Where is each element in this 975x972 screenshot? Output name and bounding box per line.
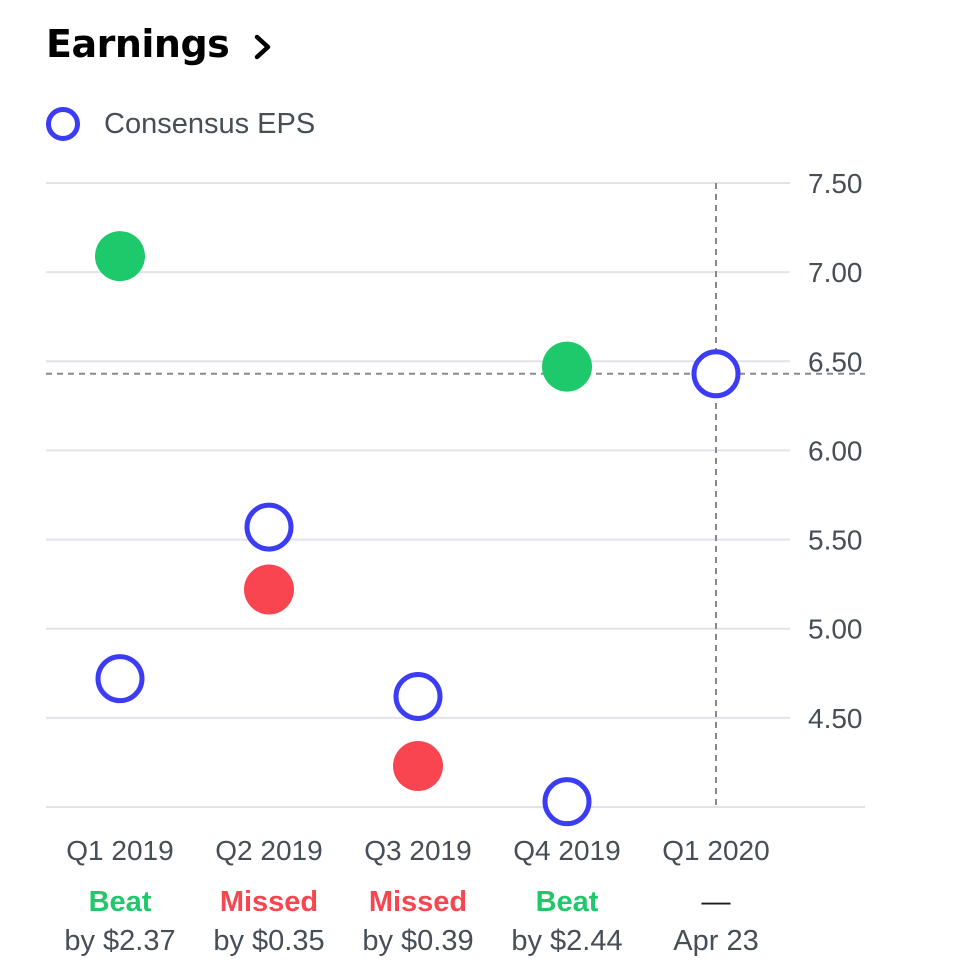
y-tick-label: 4.50	[808, 703, 863, 734]
y-tick-label: 7.50	[808, 168, 863, 199]
section-title: Earnings	[46, 22, 230, 66]
chart-legend: Consensus EPS	[46, 107, 315, 141]
result-detail: Apr 23	[673, 925, 758, 957]
chevron-right-icon	[255, 34, 271, 60]
consensus-eps-point	[691, 349, 741, 399]
x-tick-label: Q4 2019	[513, 835, 620, 866]
consensus-eps-point	[542, 777, 592, 827]
consensus-legend-marker	[46, 107, 80, 141]
result-status: —	[702, 886, 731, 918]
x-tick-label: Q2 2019	[215, 835, 322, 866]
result-status: Missed	[369, 886, 467, 918]
x-tick-label: Q1 2020	[662, 835, 769, 866]
y-tick-label: 5.50	[808, 525, 863, 556]
actual-eps-point	[393, 740, 443, 791]
result-detail: by $0.35	[213, 925, 324, 957]
consensus-eps-point	[393, 671, 443, 721]
actual-eps-point	[95, 231, 145, 282]
result-detail: by $0.39	[362, 925, 473, 957]
earnings-header-link[interactable]: Earnings	[46, 22, 277, 66]
actual-eps-point	[542, 341, 592, 392]
x-tick-label: Q1 2019	[66, 835, 173, 866]
x-tick-label: Q3 2019	[364, 835, 471, 866]
consensus-eps-point	[244, 502, 294, 552]
legend-label: Consensus EPS	[104, 107, 316, 140]
result-status: Missed	[220, 886, 318, 918]
result-status: Beat	[536, 886, 599, 918]
result-detail: by $2.37	[64, 925, 175, 957]
y-tick-label: 5.00	[808, 614, 863, 645]
y-tick-label: 6.00	[808, 435, 863, 466]
actual-eps-point	[244, 564, 294, 615]
y-tick-label: 6.50	[808, 346, 863, 377]
consensus-eps-point	[95, 654, 145, 704]
result-detail: by $2.44	[511, 925, 622, 957]
result-status: Beat	[89, 886, 152, 918]
y-tick-label: 7.00	[808, 257, 863, 288]
